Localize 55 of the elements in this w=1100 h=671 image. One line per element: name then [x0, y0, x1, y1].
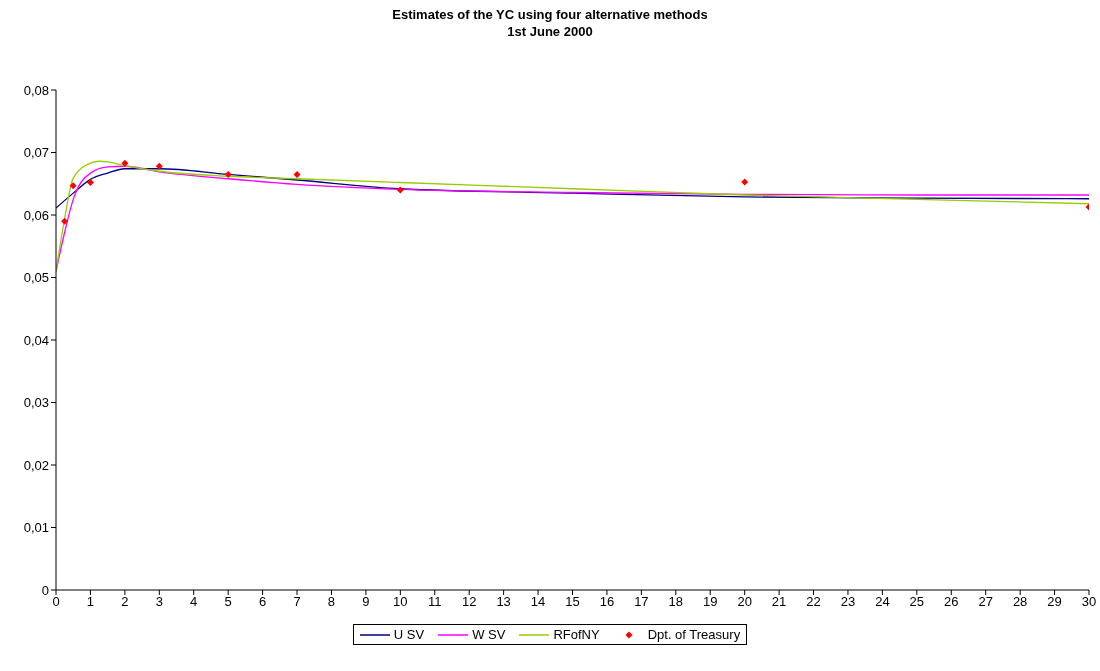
x-tick-label: 20	[737, 594, 752, 610]
x-tick-label: 15	[565, 594, 580, 610]
point	[121, 159, 129, 167]
x-tick-label: 21	[771, 594, 787, 610]
x-tick-label: 5	[224, 594, 232, 610]
point	[293, 170, 301, 178]
x-tick-label: 30	[1081, 594, 1097, 610]
x-tick-label: 24	[875, 594, 890, 610]
x-tick-label: 7	[293, 594, 301, 610]
y-tick-label: 0,08	[23, 82, 49, 98]
point	[86, 179, 94, 186]
x-tick-label: 8	[327, 594, 336, 610]
y-tick-label: 0,06	[23, 207, 49, 223]
legend-label: RFofNY	[553, 627, 600, 642]
x-tick-label: 9	[362, 594, 370, 610]
x-tick-label: 29	[1047, 594, 1062, 610]
y-tick-label: 0	[41, 582, 49, 598]
x-tick-label: 22	[806, 594, 821, 610]
y-tick-label: 0,03	[23, 395, 49, 411]
x-tick-label: 28	[1012, 594, 1028, 610]
x-tick-label: 23	[840, 594, 856, 610]
x-tick-label: 25	[909, 594, 925, 610]
x-tick-label: 26	[944, 594, 959, 610]
x-tick-label: 0	[52, 594, 60, 610]
chart-title: Estimates of the YC using four alternative methods	[391, 6, 709, 23]
x-tick-label: 13	[496, 594, 511, 610]
y-tick-label: 0,04	[23, 332, 49, 348]
chart-subtitle: 1st June 2000	[506, 23, 594, 40]
y-tick-label: 0,07	[23, 145, 49, 161]
point	[224, 170, 232, 178]
y-tick-label: 0,01	[23, 520, 49, 536]
point	[155, 162, 163, 170]
x-tick-label: 10	[393, 594, 408, 610]
point	[741, 178, 749, 186]
point	[69, 182, 77, 190]
y-tick-label: 0,02	[23, 457, 49, 473]
point	[61, 217, 69, 225]
x-tick-label: 4	[190, 594, 198, 610]
x-tick-label: 11	[428, 594, 442, 610]
x-tick-label: 19	[703, 594, 718, 610]
x-tick-label: 16	[599, 594, 615, 610]
x-tick-label: 27	[978, 594, 993, 610]
point	[396, 186, 404, 194]
x-tick-label: 14	[530, 594, 546, 610]
x-tick-label: 1	[86, 594, 95, 610]
x-tick-label: 17	[634, 594, 649, 610]
x-tick-label: 12	[461, 594, 477, 610]
x-tick-label: 18	[668, 594, 684, 610]
x-tick-label: 6	[258, 594, 267, 610]
legend-label: Dpt. of Treasury	[647, 627, 741, 642]
x-tick-label: 3	[155, 594, 163, 610]
x-tick-label: 2	[121, 594, 129, 610]
legend-label: W SV	[472, 627, 506, 642]
legend-label: U SV	[393, 627, 425, 642]
y-tick-label: 0,05	[23, 270, 49, 286]
